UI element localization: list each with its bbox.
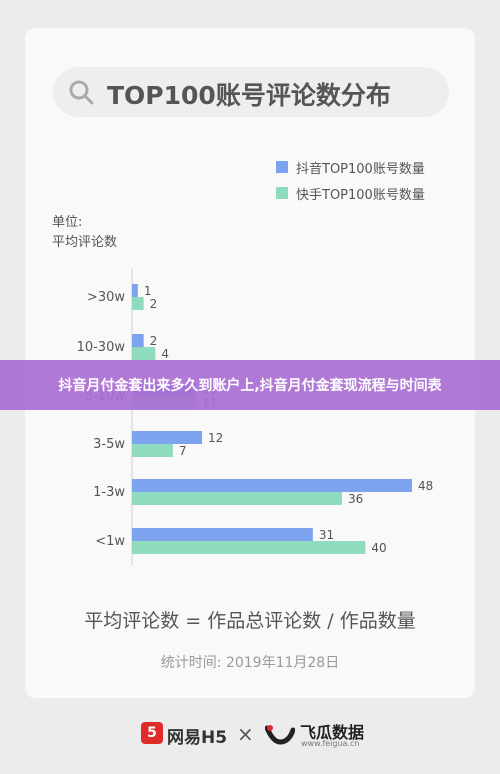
netease-h5-logo-text: 网易H5: [167, 728, 228, 748]
category-tick-label: <1w: [95, 534, 125, 549]
unit-measure: 平均评论数: [52, 235, 118, 250]
bar-value-label: 36: [348, 492, 363, 506]
category-tick-label: 1-3w: [93, 485, 125, 500]
legend-swatch-douyin: [276, 161, 288, 173]
feigua-url: www.feigua.cn: [301, 739, 360, 748]
legend-item-douyin: 抖音TOP100账号数量: [276, 154, 425, 180]
bar-value-label: 12: [208, 431, 223, 445]
times-icon: ×: [237, 722, 254, 746]
bar-value-label: 31: [319, 528, 334, 542]
netease-h5-logo-icon: 5: [141, 722, 163, 744]
legend-item-kuaishou: 快手TOP100账号数量: [276, 180, 425, 206]
bar-value-label: 2: [150, 334, 158, 348]
legend: 抖音TOP100账号数量 快手TOP100账号数量: [276, 154, 425, 206]
bar-value-label: 48: [418, 479, 433, 493]
bar-douyin: [132, 431, 202, 444]
title-pill: TOP100账号评论数分布: [53, 67, 449, 117]
bar-kuaishou: [132, 541, 366, 554]
bar-douyin: [132, 528, 313, 541]
bar-kuaishou: [132, 347, 156, 360]
bar-value-label: 4: [161, 347, 169, 361]
bar-douyin: [132, 334, 144, 347]
overlay-banner[interactable]: 抖音月付金套出来多久到账户上,抖音月付金套现流程与时间表: [0, 360, 500, 410]
bar-value-label: 2: [150, 297, 158, 311]
feigua-logo-text: 飞瓜数据: [300, 723, 365, 742]
formula-note: 平均评论数 = 作品总评论数 / 作品数量: [84, 610, 416, 632]
bar-value-label: 7: [179, 444, 187, 458]
legend-label-douyin: 抖音TOP100账号数量: [296, 161, 425, 177]
legend-label-kuaishou: 快手TOP100账号数量: [296, 187, 425, 203]
search-icon: [69, 80, 94, 105]
bar-kuaishou: [132, 297, 144, 310]
feigua-logo-icon: [265, 725, 295, 745]
footer: 5 网易H5 × 飞瓜数据 www.feigua.cn: [0, 716, 500, 756]
legend-swatch-kuaishou: [276, 187, 288, 199]
stat-time: 统计时间: 2019年11月28日: [160, 655, 340, 671]
category-tick-label: >30w: [87, 290, 125, 305]
chart-title: TOP100账号评论数分布: [107, 81, 391, 110]
bar-douyin: [132, 479, 412, 492]
category-tick-label: 3-5w: [93, 437, 125, 452]
unit-label: 单位:: [52, 215, 83, 230]
bar-value-label: 40: [371, 541, 386, 555]
bar-kuaishou: [132, 492, 342, 505]
y-axis-unit: 单位: 平均评论数: [52, 213, 117, 253]
bar-value-label: 1: [144, 284, 152, 298]
bar-douyin: [132, 284, 138, 297]
category-tick-label: 10-30w: [77, 340, 126, 355]
bar-kuaishou: [132, 444, 173, 457]
banner-text: 抖音月付金套出来多久到账户上,抖音月付金套现流程与时间表: [58, 378, 442, 394]
bar-chart: >30w1210-30w245-10w11113-5w1271-3w4836<1…: [77, 268, 433, 565]
